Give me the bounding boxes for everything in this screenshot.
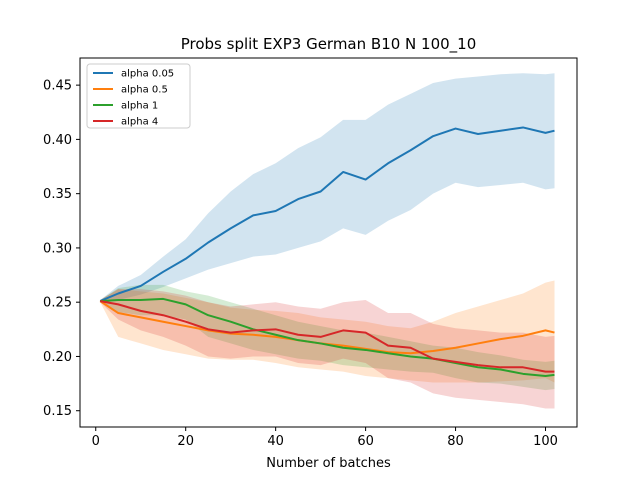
band-series-0 bbox=[100, 73, 555, 303]
legend-box bbox=[86, 63, 191, 129]
x-tick-label: 100 bbox=[533, 434, 558, 449]
x-tick-label: 20 bbox=[177, 434, 194, 449]
x-axis-label: Number of batches bbox=[266, 456, 391, 471]
x-tick-label: 80 bbox=[447, 434, 464, 449]
x-tick-label: 0 bbox=[92, 434, 100, 449]
x-axis-ticks: 0 20 40 60 80 100 bbox=[92, 427, 558, 449]
y-axis-ticks: 0.15 0.20 0.25 0.30 0.35 0.40 0.45 bbox=[43, 79, 80, 419]
y-tick-label: 0.35 bbox=[43, 187, 72, 202]
line-series-2 bbox=[100, 297, 555, 377]
y-tick-label: 0.30 bbox=[43, 241, 72, 256]
legend-label: alpha 1 bbox=[121, 101, 158, 112]
line-series-0 bbox=[99, 126, 555, 303]
x-tick-label: 60 bbox=[357, 434, 374, 449]
y-tick-label: 0.25 bbox=[43, 296, 72, 311]
line-series-1 bbox=[99, 300, 555, 355]
legend: alpha 0.05 alpha 0.5 alpha 1 alpha 4 bbox=[86, 63, 191, 129]
y-tick-label: 0.45 bbox=[43, 79, 72, 94]
y-tick-label: 0.40 bbox=[43, 133, 72, 148]
y-tick-label: 0.20 bbox=[43, 350, 72, 365]
legend-label: alpha 0.05 bbox=[121, 69, 174, 80]
legend-label: alpha 0.5 bbox=[121, 85, 168, 96]
y-tick-label: 0.15 bbox=[43, 404, 72, 419]
series-lines bbox=[99, 126, 555, 377]
plot-frame bbox=[79, 57, 578, 428]
band-series-3 bbox=[100, 289, 555, 409]
chart-title: Probs split EXP3 German B10 N 100_10 bbox=[181, 35, 477, 54]
line-series-3 bbox=[100, 300, 555, 373]
legend-label: alpha 4 bbox=[121, 117, 158, 128]
confidence-bands bbox=[100, 73, 555, 409]
band-series-1 bbox=[100, 280, 555, 383]
x-tick-label: 40 bbox=[267, 434, 284, 449]
band-series-2 bbox=[100, 284, 555, 391]
